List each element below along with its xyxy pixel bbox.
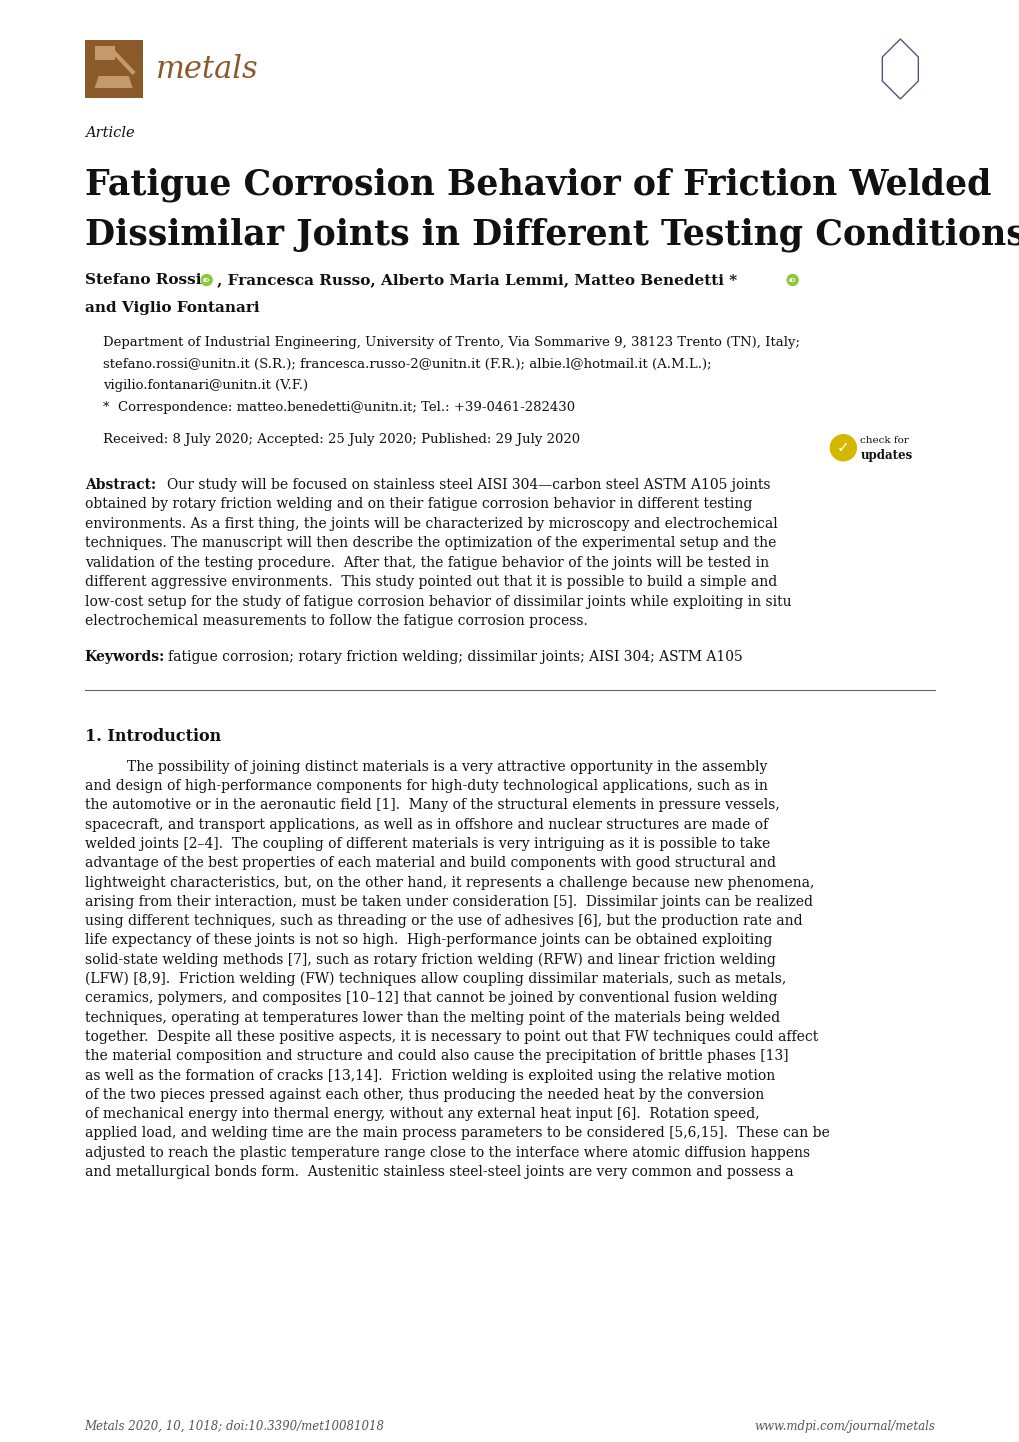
Text: as well as the formation of cracks [13,14].  Friction welding is exploited using: as well as the formation of cracks [13,1… bbox=[85, 1069, 774, 1083]
FancyBboxPatch shape bbox=[85, 40, 143, 98]
Text: , Francesca Russo, Alberto Maria Lemmi, Matteo Benedetti *: , Francesca Russo, Alberto Maria Lemmi, … bbox=[216, 273, 736, 287]
Text: electrochemical measurements to follow the fatigue corrosion process.: electrochemical measurements to follow t… bbox=[85, 614, 587, 629]
Text: environments. As a first thing, the joints will be characterized by microscopy a: environments. As a first thing, the join… bbox=[85, 516, 776, 531]
Circle shape bbox=[829, 434, 856, 461]
Text: fatigue corrosion; rotary friction welding; dissimilar joints; AISI 304; ASTM A1: fatigue corrosion; rotary friction weldi… bbox=[167, 650, 742, 663]
Text: spacecraft, and transport applications, as well as in offshore and nuclear struc: spacecraft, and transport applications, … bbox=[85, 818, 767, 832]
Text: (LFW) [8,9].  Friction welding (FW) techniques allow coupling dissimilar materia: (LFW) [8,9]. Friction welding (FW) techn… bbox=[85, 972, 786, 986]
Text: welded joints [2–4].  The coupling of different materials is very intriguing as : welded joints [2–4]. The coupling of dif… bbox=[85, 836, 769, 851]
Text: the material composition and structure and could also cause the precipitation of: the material composition and structure a… bbox=[85, 1050, 788, 1063]
Text: iD: iD bbox=[789, 277, 796, 283]
Polygon shape bbox=[881, 39, 917, 99]
Text: lightweight characteristics, but, on the other hand, it represents a challenge b: lightweight characteristics, but, on the… bbox=[85, 875, 813, 890]
Text: Dissimilar Joints in Different Testing Conditions: Dissimilar Joints in Different Testing C… bbox=[85, 218, 1019, 252]
Text: different aggressive environments.  This study pointed out that it is possible t: different aggressive environments. This … bbox=[85, 575, 776, 590]
Text: life expectancy of these joints is not so high.  High-performance joints can be : life expectancy of these joints is not s… bbox=[85, 933, 771, 947]
Text: of the two pieces pressed against each other, thus producing the needed heat by : of the two pieces pressed against each o… bbox=[85, 1087, 763, 1102]
Text: obtained by rotary friction welding and on their fatigue corrosion behavior in d: obtained by rotary friction welding and … bbox=[85, 497, 751, 512]
Text: check for: check for bbox=[859, 435, 908, 444]
Text: Keywords:: Keywords: bbox=[85, 650, 165, 663]
Text: metals: metals bbox=[156, 53, 258, 85]
Text: *  Correspondence: matteo.benedetti@unitn.it; Tel.: +39-0461-282430: * Correspondence: matteo.benedetti@unitn… bbox=[103, 401, 575, 414]
Text: of mechanical energy into thermal energy, without any external heat input [6].  : of mechanical energy into thermal energy… bbox=[85, 1107, 758, 1120]
Text: MDPI: MDPI bbox=[883, 63, 916, 74]
Text: 1. Introduction: 1. Introduction bbox=[85, 728, 221, 744]
Text: The possibility of joining distinct materials is a very attractive opportunity i: The possibility of joining distinct mate… bbox=[126, 760, 766, 774]
Text: solid-state welding methods [7], such as rotary friction welding (RFW) and linea: solid-state welding methods [7], such as… bbox=[85, 953, 774, 968]
Text: and metallurgical bonds form.  Austenitic stainless steel-steel joints are very : and metallurgical bonds form. Austenitic… bbox=[85, 1165, 793, 1180]
Text: Received: 8 July 2020; Accepted: 25 July 2020; Published: 29 July 2020: Received: 8 July 2020; Accepted: 25 July… bbox=[103, 433, 579, 446]
Text: and Viglio Fontanari: and Viglio Fontanari bbox=[85, 301, 259, 314]
Text: validation of the testing procedure.  After that, the fatigue behavior of the jo: validation of the testing procedure. Aft… bbox=[85, 555, 768, 570]
Text: ceramics, polymers, and composites [10–12] that cannot be joined by conventional: ceramics, polymers, and composites [10–1… bbox=[85, 991, 776, 1005]
Text: Stefano Rossi: Stefano Rossi bbox=[85, 273, 201, 287]
Text: and design of high-performance components for high-duty technological applicatio: and design of high-performance component… bbox=[85, 779, 766, 793]
Text: together.  Despite all these positive aspects, it is necessary to point out that: together. Despite all these positive asp… bbox=[85, 1030, 817, 1044]
Text: Metals 2020, 10, 1018; doi:10.3390/met10081018: Metals 2020, 10, 1018; doi:10.3390/met10… bbox=[85, 1420, 384, 1433]
Circle shape bbox=[201, 274, 212, 286]
Circle shape bbox=[787, 274, 798, 286]
Polygon shape bbox=[95, 46, 114, 61]
Text: adjusted to reach the plastic temperature range close to the interface where ato: adjusted to reach the plastic temperatur… bbox=[85, 1146, 809, 1159]
Text: iD: iD bbox=[203, 277, 210, 283]
Text: applied load, and welding time are the main process parameters to be considered : applied load, and welding time are the m… bbox=[85, 1126, 828, 1141]
Text: low-cost setup for the study of fatigue corrosion behavior of dissimilar joints : low-cost setup for the study of fatigue … bbox=[85, 594, 791, 609]
Text: advantage of the best properties of each material and build components with good: advantage of the best properties of each… bbox=[85, 857, 774, 871]
Text: Fatigue Corrosion Behavior of Friction Welded: Fatigue Corrosion Behavior of Friction W… bbox=[85, 169, 990, 202]
Text: updates: updates bbox=[859, 448, 912, 461]
Text: ✓: ✓ bbox=[837, 440, 849, 456]
Text: arising from their interaction, must be taken under consideration [5].  Dissimil: arising from their interaction, must be … bbox=[85, 895, 812, 908]
Text: techniques, operating at temperatures lower than the melting point of the materi: techniques, operating at temperatures lo… bbox=[85, 1011, 779, 1025]
Text: the automotive or in the aeronautic field [1].  Many of the structural elements : the automotive or in the aeronautic fiel… bbox=[85, 799, 779, 812]
Polygon shape bbox=[95, 76, 132, 88]
Text: vigilio.fontanari@unitn.it (V.F.): vigilio.fontanari@unitn.it (V.F.) bbox=[103, 379, 308, 392]
Text: techniques. The manuscript will then describe the optimization of the experiment: techniques. The manuscript will then des… bbox=[85, 536, 775, 551]
Text: Department of Industrial Engineering, University of Trento, Via Sommarive 9, 381: Department of Industrial Engineering, Un… bbox=[103, 336, 799, 349]
Text: Our study will be focused on stainless steel AISI 304—carbon steel ASTM A105 joi: Our study will be focused on stainless s… bbox=[166, 477, 769, 492]
Text: www.mdpi.com/journal/metals: www.mdpi.com/journal/metals bbox=[754, 1420, 934, 1433]
Text: Abstract:: Abstract: bbox=[85, 477, 156, 492]
Text: Article: Article bbox=[85, 125, 135, 140]
Text: stefano.rossi@unitn.it (S.R.); francesca.russo-2@unitn.it (F.R.); albie.l@hotmai: stefano.rossi@unitn.it (S.R.); francesca… bbox=[103, 358, 710, 371]
Text: using different techniques, such as threading or the use of adhesives [6], but t: using different techniques, such as thre… bbox=[85, 914, 802, 929]
